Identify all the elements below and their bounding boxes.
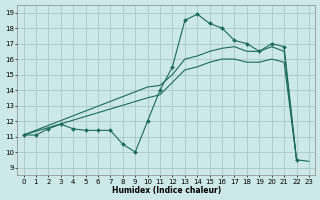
X-axis label: Humidex (Indice chaleur): Humidex (Indice chaleur) (112, 186, 221, 195)
